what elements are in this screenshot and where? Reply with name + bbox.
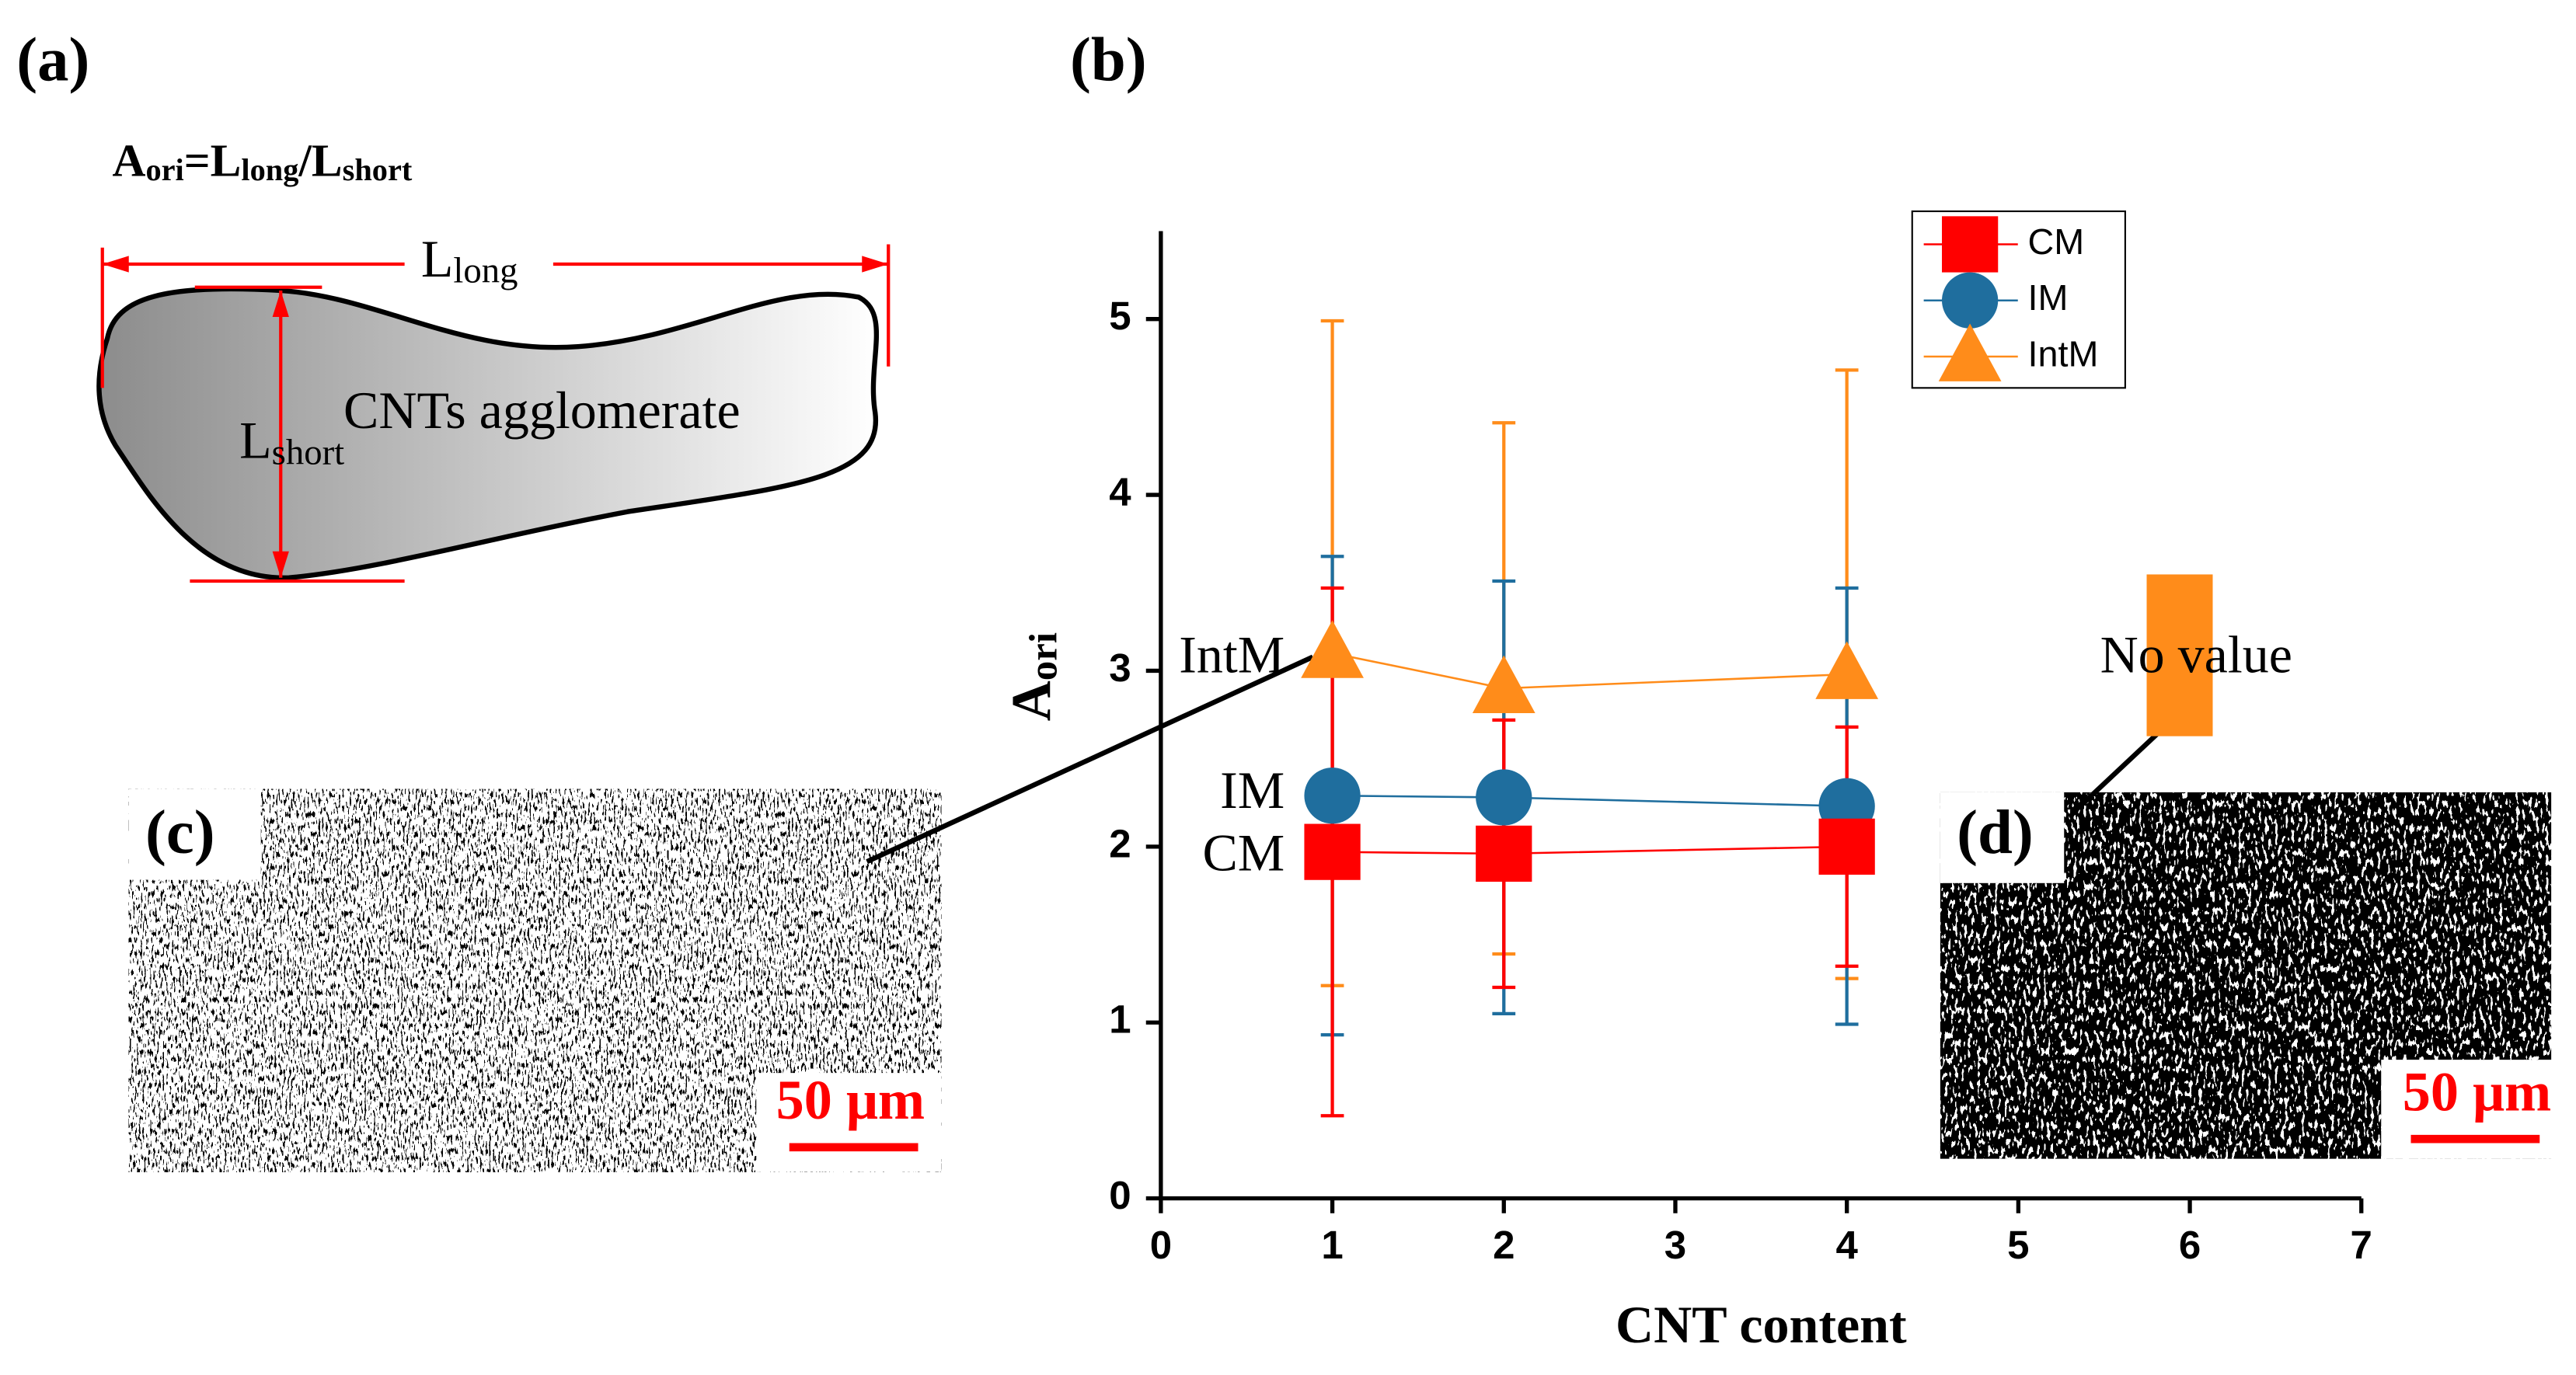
formula-part: A: [113, 134, 146, 186]
y-tick-label: 5: [1109, 294, 1131, 338]
y-tick-label: 0: [1109, 1173, 1131, 1217]
no-value-marker: [2146, 574, 2213, 736]
label-part: L: [421, 229, 454, 288]
legend-marker: [1942, 216, 1999, 273]
y-axis-title-part: A: [1000, 681, 1062, 721]
label-bg: [1940, 792, 2065, 883]
label-bg: [756, 1073, 942, 1172]
y-axis-title-part: ori: [1022, 632, 1065, 681]
annotation: CM: [1202, 823, 1285, 882]
marker: [1304, 768, 1361, 824]
y-tick-label: 2: [1109, 821, 1131, 865]
long-label: Llong: [421, 229, 518, 291]
legend-label: CM: [2028, 221, 2085, 262]
label-part: long: [453, 250, 518, 291]
formula-part: ori: [145, 152, 183, 187]
label-bg: [404, 234, 553, 294]
label-part: L: [239, 410, 272, 469]
x-tick-label: 3: [1664, 1223, 1686, 1267]
scale-bar-label: 50 μm: [776, 1069, 925, 1131]
marker: [1818, 818, 1875, 875]
series-line: [1332, 845, 1847, 855]
legend-label: IM: [2028, 277, 2069, 318]
short-label: Lshort: [239, 410, 344, 472]
formula-part: =: [184, 134, 211, 186]
y-tick-label: 4: [1109, 470, 1131, 514]
marker: [1301, 620, 1364, 678]
series-line: [1332, 652, 1847, 690]
formula-part: short: [343, 152, 413, 187]
y-tick-label: 1: [1109, 997, 1131, 1042]
dimension-lines: [100, 244, 891, 583]
agglomerate-shape: [96, 286, 880, 580]
formula-part: long: [241, 152, 298, 187]
x-tick-label: 2: [1493, 1223, 1515, 1267]
legend: CM IM IntM: [1911, 210, 2126, 389]
marker: [1476, 825, 1532, 882]
series-line: [1332, 794, 1847, 808]
y-axis-title: Aori: [1000, 632, 1065, 721]
formula-part: L: [312, 134, 343, 186]
marker: [1476, 769, 1532, 826]
panel-label: (b): [1070, 26, 1147, 95]
annotation: IM: [1220, 761, 1285, 820]
legend-marker: [1942, 272, 1999, 329]
y-tick-label: 3: [1109, 646, 1131, 690]
x-tick-label: 5: [2007, 1223, 2029, 1267]
panel-label: (c): [145, 798, 215, 867]
scale-bar-label: 50 μm: [2403, 1061, 2551, 1123]
x-tick-label: 6: [2179, 1223, 2201, 1267]
marker: [1472, 655, 1535, 713]
x-axis-title: CNT content: [1616, 1295, 1907, 1354]
marker: [1304, 823, 1361, 880]
label-bg: [128, 788, 261, 880]
panel-label: (a): [16, 26, 89, 95]
x-tick-label: 1: [1321, 1223, 1343, 1267]
legend-label: IntM: [2028, 333, 2099, 374]
formula: Aori=Llong/Lshort: [113, 134, 413, 187]
x-tick-label: 4: [1835, 1223, 1858, 1267]
x-tick-label: 7: [2351, 1223, 2372, 1267]
label-part: short: [272, 432, 344, 472]
shape-label: CNTs agglomerate: [343, 381, 741, 440]
x-tick-label: 0: [1150, 1223, 1172, 1267]
legend-marker: [1938, 323, 2002, 381]
annotation: No value: [2100, 625, 2292, 684]
formula-part: L: [211, 134, 242, 186]
panel-label: (d): [1957, 798, 2034, 867]
formula-part: /: [298, 134, 312, 186]
annotation: IntM: [1179, 625, 1285, 684]
connector: [866, 654, 1314, 865]
marker: [1815, 641, 1879, 699]
